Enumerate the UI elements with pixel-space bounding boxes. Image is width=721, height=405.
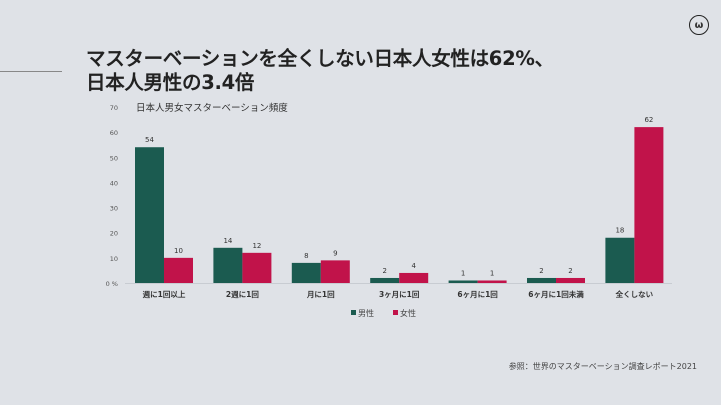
title-line-2: 日本人男性の3.4倍 xyxy=(86,71,255,94)
data-label: 62 xyxy=(644,116,653,124)
chart-title: 日本人男女マスターベーション頻度 xyxy=(136,102,288,114)
y-tick-label: 40 xyxy=(110,179,118,187)
data-label: 2 xyxy=(568,267,572,275)
bar-female xyxy=(242,252,272,283)
bar-male xyxy=(527,277,556,283)
y-tick-label: 10 xyxy=(110,255,118,263)
y-tick-label: 0 % xyxy=(106,280,118,288)
title-rule xyxy=(0,71,62,72)
data-label: 2 xyxy=(382,267,386,275)
legend-swatch xyxy=(351,310,356,315)
x-tick-label: 全くしない xyxy=(615,289,654,299)
x-tick-label: 3ヶ月に1回 xyxy=(379,290,420,299)
y-tick-label: 50 xyxy=(110,154,118,162)
data-label: 12 xyxy=(252,242,261,250)
title-line-1: マスターベーションを全くしない日本人女性は62%、 xyxy=(86,47,554,70)
bar-male xyxy=(213,247,243,283)
data-label: 18 xyxy=(615,227,624,235)
data-label: 10 xyxy=(174,247,183,255)
data-label: 4 xyxy=(411,262,416,270)
y-tick-label: 20 xyxy=(110,230,118,238)
data-label: 14 xyxy=(223,237,232,245)
data-label: 1 xyxy=(490,269,494,277)
bar-male xyxy=(135,147,164,283)
bar-female xyxy=(634,127,664,283)
bar-male xyxy=(291,262,321,283)
page-title: マスターベーションを全くしない日本人女性は62%、 日本人男性の3.4倍 xyxy=(86,47,554,95)
bar-female xyxy=(399,272,429,283)
bar-male xyxy=(448,280,478,283)
x-tick-label: 6ヶ月に1回 xyxy=(457,290,498,299)
data-label: 9 xyxy=(333,249,337,257)
legend-label: 男性 xyxy=(358,308,374,318)
y-tick-label: 30 xyxy=(110,205,118,213)
x-tick-label: 月に1回 xyxy=(306,290,335,299)
bar-female xyxy=(477,280,507,283)
y-tick-label: 60 xyxy=(110,129,118,137)
bar-female xyxy=(320,260,350,283)
bar-male xyxy=(370,277,400,283)
data-label: 8 xyxy=(304,252,308,260)
x-tick-label: 6ヶ月に1回未満 xyxy=(528,289,584,299)
brand-logo: ω xyxy=(689,15,709,35)
data-label: 54 xyxy=(145,136,154,144)
y-tick-label: 70 xyxy=(110,104,118,112)
source-note: 参照：世界のマスターベーション調査レポート2021 xyxy=(508,362,697,371)
x-tick-label: 週に1回以上 xyxy=(143,289,186,299)
legend-label: 女性 xyxy=(400,308,416,318)
x-tick-label: 2週に1回 xyxy=(226,290,259,299)
bar-male xyxy=(605,237,635,283)
bar-female xyxy=(556,277,585,283)
data-label: 2 xyxy=(539,267,543,275)
data-label: 1 xyxy=(461,269,465,277)
bar-female xyxy=(164,257,193,283)
legend-swatch xyxy=(393,310,398,315)
